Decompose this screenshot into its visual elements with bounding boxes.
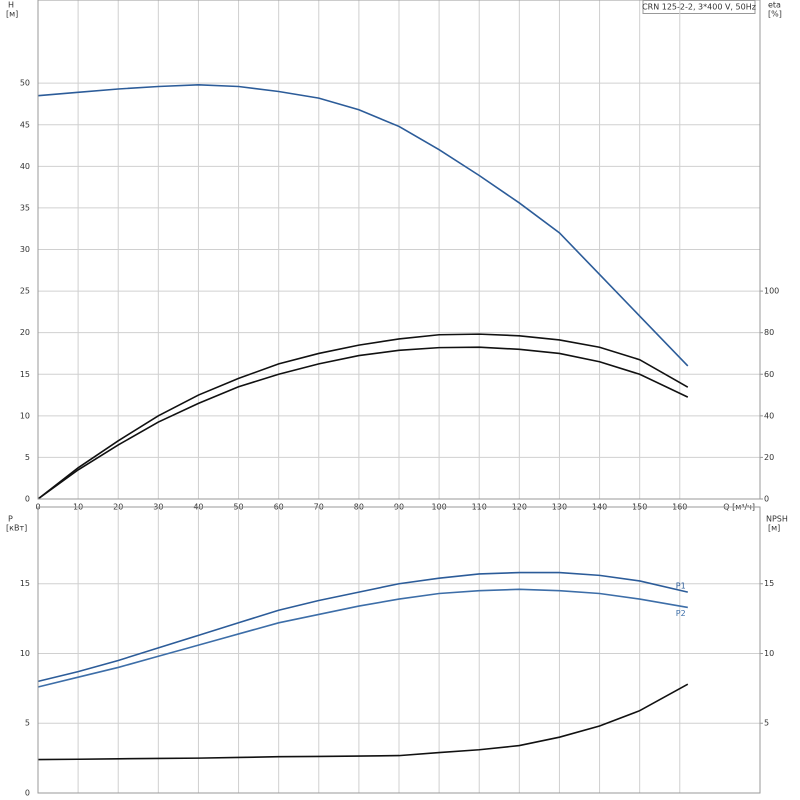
series-line (37, 84, 689, 367)
plot-frame (37, 506, 761, 794)
y2-tick-label: 100 (764, 287, 779, 296)
series-label: P2 (676, 609, 686, 618)
y-tick-label: 0 (25, 789, 30, 798)
y-tick-label: 40 (20, 162, 30, 171)
y-tick-label: 50 (20, 79, 30, 88)
y-tick-label: 10 (20, 411, 30, 420)
y2-tick-label: 5 (764, 719, 769, 728)
y2-axis-label: eta (768, 1, 781, 10)
y-axis-label: H (8, 1, 14, 10)
y2-axis-unit: [м] (768, 524, 780, 533)
y-tick-label: 5 (25, 719, 30, 728)
y2-tick-label: 80 (764, 328, 774, 337)
line-layer (37, 84, 689, 761)
y2-axis-label: NPSH (766, 515, 788, 524)
y-tick-label: 45 (20, 120, 30, 129)
y2-tick-label: 0 (764, 495, 769, 504)
grid-layer (37, 0, 760, 794)
series-line (37, 333, 689, 500)
y2-tick-label: 40 (764, 411, 774, 420)
chart-title: CRN 125-2-2, 3*400 V, 50Hz (642, 3, 756, 12)
plot-frame (37, 0, 761, 500)
y2-tick-label: 20 (764, 453, 774, 462)
y2-tick-label: 10 (764, 649, 774, 658)
series-line (37, 346, 689, 500)
y2-tick-label: 15 (764, 579, 774, 588)
y-tick-label: 25 (20, 287, 30, 296)
y-tick-label: 5 (25, 453, 30, 462)
y2-axis-unit: [%] (768, 10, 782, 19)
series-line (37, 571, 688, 683)
y-axis-unit: [кВт] (6, 524, 27, 533)
y-axis-label: P (8, 515, 13, 524)
y-tick-label: 10 (20, 649, 30, 658)
y-tick-label: 15 (20, 370, 30, 379)
y2-tick-label: 60 (764, 370, 774, 379)
series-line (37, 588, 688, 688)
y-tick-label: 0 (25, 495, 30, 504)
y-tick-label: 15 (20, 579, 30, 588)
series-label: P1 (676, 582, 686, 591)
y-tick-label: 35 (20, 203, 30, 212)
y-axis-unit: [м] (6, 10, 18, 19)
y-tick-label: 30 (20, 245, 30, 254)
y-tick-label: 20 (20, 328, 30, 337)
series-line (37, 683, 689, 761)
